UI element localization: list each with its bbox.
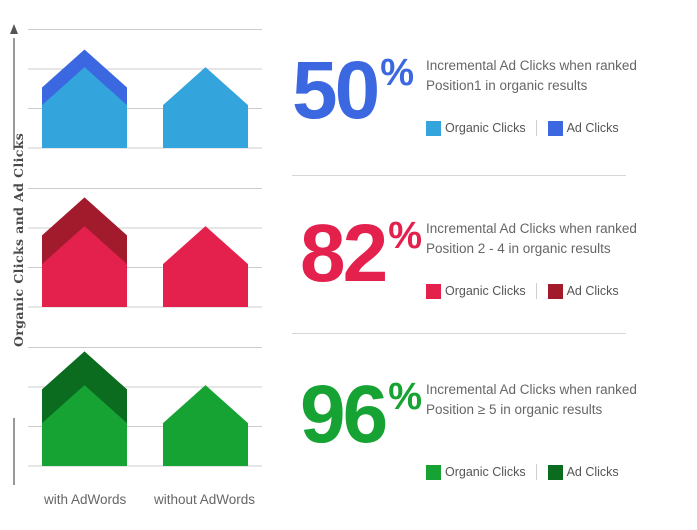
percent-number: 50 [292, 45, 380, 136]
x-tick-label-without-adwords: without AdWords [154, 492, 256, 507]
y-axis-label: Organic Clicks and Ad Clicks [11, 132, 26, 347]
panel-separator [292, 175, 626, 176]
percent-value: 82% [300, 213, 422, 295]
x-tick-label-with-adwords: with AdWords [44, 492, 127, 507]
legend-divider [535, 120, 537, 136]
legend: Organic Clicks Ad Clicks [426, 283, 619, 299]
percent-number: 96 [300, 369, 388, 460]
legend: Organic Clicks Ad Clicks [426, 120, 619, 136]
legend-swatch-ad [547, 120, 563, 136]
legend-label-ad: Ad Clicks [566, 465, 619, 479]
legend-label-ad: Ad Clicks [566, 121, 619, 135]
organic-clicks-area-without [163, 385, 248, 466]
legend-label-organic: Organic Clicks [445, 465, 526, 479]
description-line-2: Position1 in organic results [426, 78, 588, 93]
legend-swatch-organic [426, 464, 441, 480]
organic-clicks-area-with [42, 385, 127, 466]
legend-divider [535, 283, 537, 299]
percent-value: 96% [300, 374, 422, 456]
organic-clicks-area-with [42, 226, 127, 307]
stat-description: Incremental Ad Clicks when ranked Positi… [426, 219, 637, 259]
stat-description: Incremental Ad Clicks when ranked Positi… [426, 56, 637, 96]
percent-sign: % [380, 52, 414, 94]
percent-value: 50% [292, 50, 414, 132]
legend-label-ad: Ad Clicks [566, 284, 619, 298]
stat-description: Incremental Ad Clicks when ranked Positi… [426, 380, 637, 420]
legend-swatch-organic [426, 120, 441, 136]
percent-number: 82 [300, 208, 388, 299]
legend-divider [535, 464, 537, 480]
chart-marks [42, 49, 248, 466]
legend-label-organic: Organic Clicks [445, 284, 526, 298]
description-line-2: Position ≥ 5 in organic results [426, 402, 603, 417]
y-axis [10, 24, 18, 485]
percent-sign: % [388, 376, 422, 418]
stat-panel-position-2-4: 82% Incremental Ad Clicks when ranked Po… [292, 213, 672, 363]
description-line-1: Incremental Ad Clicks when ranked [426, 382, 637, 397]
organic-clicks-area-without [163, 226, 248, 307]
description-line-2: Position 2 - 4 in organic results [426, 241, 611, 256]
stat-panel-position-1: 50% Incremental Ad Clicks when ranked Po… [292, 50, 672, 200]
organic-clicks-area-without [163, 67, 248, 148]
panel-separator [292, 333, 626, 334]
y-axis-arrow-icon [10, 24, 18, 34]
legend-label-organic: Organic Clicks [445, 121, 526, 135]
legend-swatch-organic [426, 283, 441, 299]
percent-sign: % [388, 215, 422, 257]
organic-clicks-area-with [42, 67, 127, 148]
stat-panel-position-5-plus: 96% Incremental Ad Clicks when ranked Po… [292, 374, 672, 524]
legend-swatch-ad [547, 283, 563, 299]
legend-swatch-ad [547, 464, 563, 480]
description-line-1: Incremental Ad Clicks when ranked [426, 221, 637, 236]
description-line-1: Incremental Ad Clicks when ranked [426, 58, 637, 73]
legend: Organic Clicks Ad Clicks [426, 464, 619, 480]
